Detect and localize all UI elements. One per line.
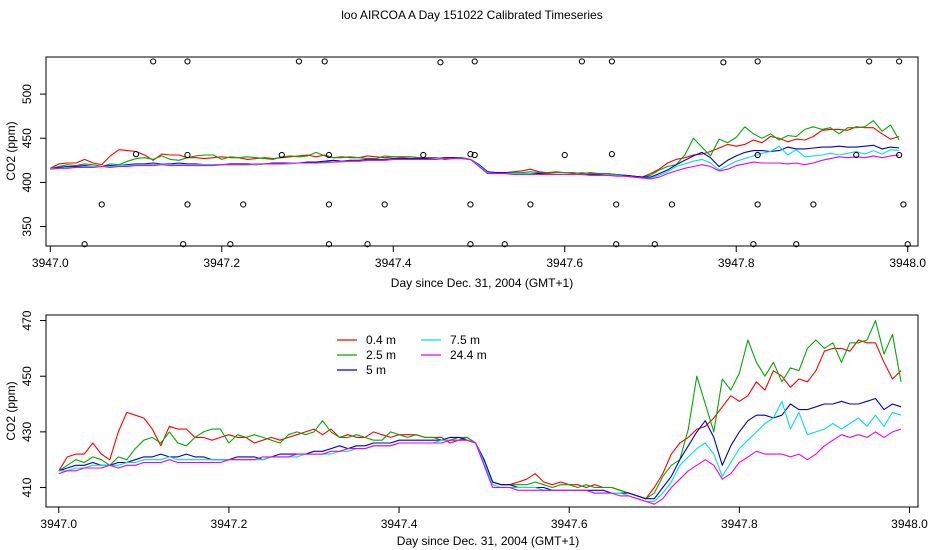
plot-frame [45, 314, 919, 508]
data-point [896, 151, 903, 159]
x-tick-label: 3947.0 [32, 256, 69, 270]
x-tick-label: 3947.6 [546, 256, 583, 270]
legend-label: 7.5 m [450, 333, 480, 347]
data-point [325, 241, 333, 248]
plot-frame [45, 56, 919, 247]
data-point [240, 201, 247, 208]
x-tick-label: 3947.4 [381, 517, 418, 531]
series-line [58, 339, 902, 500]
y-tick-label: 350 [20, 216, 34, 236]
y-tick-label: 500 [20, 84, 34, 104]
data-point [608, 151, 615, 158]
data-point [561, 151, 568, 159]
data-point [754, 201, 761, 208]
legend-label: 0.4 m [366, 333, 396, 347]
data-point [150, 58, 157, 65]
chart-title: loo AIRCOA A Day 151022 Calibrated Times… [341, 8, 602, 22]
y-tick-label: 410 [20, 477, 34, 497]
data-point [471, 58, 478, 65]
data-point [81, 241, 88, 248]
data-point [180, 241, 187, 248]
y-axis: 350 400 450 500 [20, 84, 46, 237]
data-point [381, 201, 388, 208]
y-tick-label: 470 [20, 310, 34, 330]
data-point [437, 59, 444, 66]
series-line [50, 120, 900, 178]
bottom-panel: 3947.0 3947.2 3947.4 3947.6 3947.8 3948.0 410… [4, 310, 928, 548]
data-point [295, 58, 303, 65]
data-point [501, 241, 508, 248]
data-point [900, 201, 907, 208]
x-tick-label: 3948.0 [889, 256, 926, 270]
y-axis-label: CO2 (ppm) [4, 121, 18, 180]
plot-area [50, 58, 911, 248]
y-tick-label: 450 [20, 128, 34, 148]
x-tick-label: 3947.0 [40, 517, 77, 531]
data-point [754, 151, 761, 159]
data-point [467, 151, 474, 158]
data-point [527, 201, 534, 208]
series-line [50, 154, 900, 180]
data-point [278, 151, 285, 159]
data-point [184, 201, 191, 208]
y-axis-label: CO2 (ppm) [4, 381, 18, 440]
data-point [467, 201, 474, 208]
x-axis-label: Day since Dec. 31, 2004 (GMT+1) [391, 276, 573, 290]
x-tick-label: 3947.2 [203, 256, 240, 270]
data-point [471, 151, 478, 159]
data-point [613, 241, 620, 248]
data-point [98, 201, 105, 208]
x-tick-label: 3948.0 [891, 517, 928, 531]
legend-label: 5 m [366, 363, 386, 377]
data-point [420, 151, 427, 159]
y-tick-label: 450 [20, 366, 34, 386]
series-line [58, 397, 902, 500]
x-tick-label: 3947.8 [718, 256, 755, 270]
marker-series [81, 58, 911, 248]
data-point [754, 58, 761, 65]
data-point [720, 59, 727, 66]
data-point [325, 151, 333, 159]
data-point [668, 201, 676, 208]
x-tick-label: 3947.6 [551, 517, 588, 531]
data-point [793, 241, 800, 248]
legend-label: 2.5 m [366, 348, 396, 362]
data-point [651, 241, 658, 248]
data-point [866, 58, 873, 65]
y-axis: 410 430 450 470 [20, 310, 46, 498]
data-point [810, 201, 817, 208]
series-line [58, 428, 902, 505]
top-panel: 3947.0 3947.2 3947.4 3947.6 3947.8 3948.0 350… [4, 56, 926, 290]
data-point [578, 58, 585, 65]
data-point [227, 241, 234, 248]
data-point [184, 58, 191, 65]
y-tick-label: 430 [20, 422, 34, 442]
data-point [321, 58, 328, 65]
data-point [896, 58, 903, 65]
data-point [467, 241, 474, 248]
x-tick-label: 3947.8 [721, 517, 758, 531]
plot-area [58, 320, 902, 505]
legend: 0.4 m2.5 m5 m 7.5 m24.4 m [337, 333, 487, 377]
data-point [325, 201, 333, 208]
data-point [904, 241, 911, 248]
x-tick-label: 3947.2 [211, 517, 248, 531]
x-axis: 3947.0 3947.2 3947.4 3947.6 3947.8 3948.0 [40, 507, 928, 531]
data-point [608, 58, 615, 65]
legend-label: 24.4 m [450, 348, 487, 362]
data-point [613, 201, 620, 208]
data-point [750, 241, 757, 248]
data-point [132, 151, 140, 158]
data-point [364, 241, 371, 248]
data-point [853, 151, 860, 159]
x-axis: 3947.0 3947.2 3947.4 3947.6 3947.8 3948.0 [32, 246, 926, 270]
x-axis-label: Day since Dec. 31, 2004 (GMT+1) [397, 534, 579, 548]
data-point [184, 151, 191, 159]
y-tick-label: 400 [20, 172, 34, 192]
series-line [50, 145, 900, 179]
x-tick-label: 3947.4 [375, 256, 412, 270]
